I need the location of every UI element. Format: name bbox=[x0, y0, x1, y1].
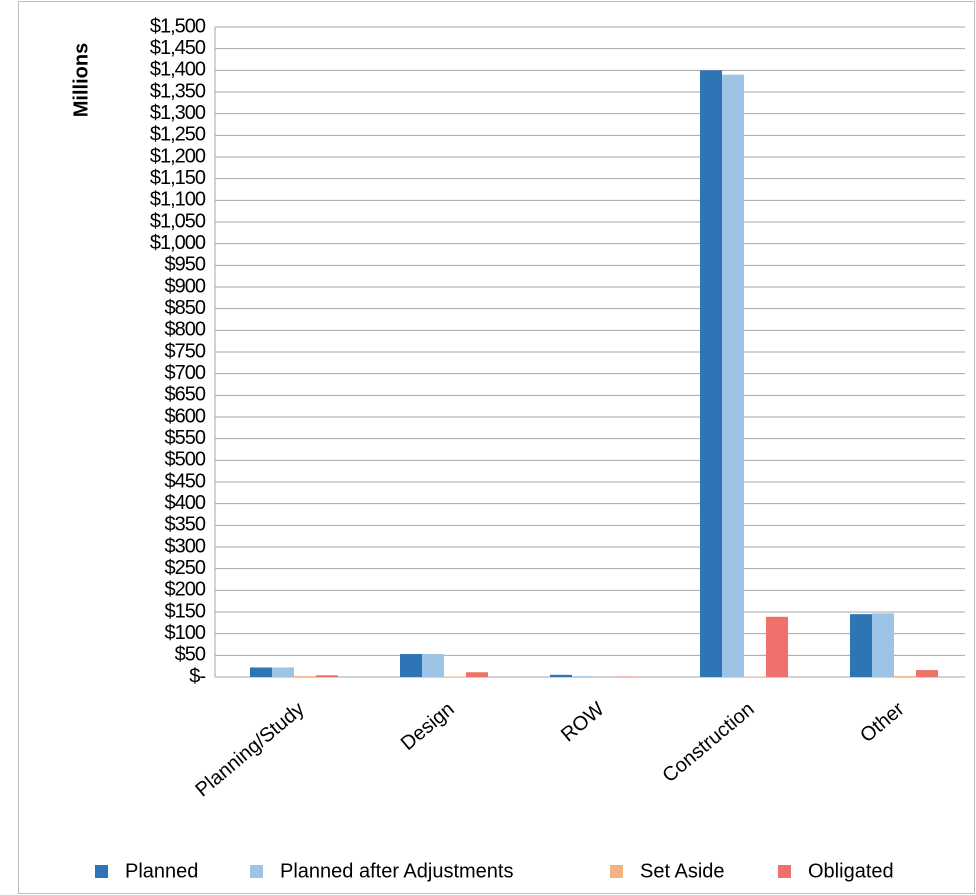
y-tick-label: $650 bbox=[165, 384, 206, 406]
bar bbox=[766, 616, 788, 677]
bar bbox=[572, 676, 594, 677]
legend-swatch bbox=[610, 865, 623, 878]
y-tick-label: $1,250 bbox=[150, 124, 206, 146]
y-tick-label: $50 bbox=[175, 644, 206, 666]
y-tick-label: $100 bbox=[165, 622, 206, 644]
y-tick-label: $550 bbox=[165, 427, 206, 449]
y-tick-label: $900 bbox=[165, 275, 206, 297]
y-tick-label: $700 bbox=[165, 362, 206, 384]
y-tick-label: $500 bbox=[165, 449, 206, 471]
y-tick-label: $1,450 bbox=[150, 37, 206, 59]
bar bbox=[722, 74, 744, 677]
y-axis-label: Millions bbox=[70, 43, 92, 117]
y-tick-label: $1,200 bbox=[150, 145, 206, 167]
bar bbox=[316, 675, 338, 677]
y-tick-label: $250 bbox=[165, 557, 206, 579]
y-tick-label: $800 bbox=[165, 319, 206, 341]
bar bbox=[700, 70, 722, 678]
legend-label: Obligated bbox=[808, 860, 894, 882]
y-tick-label: $1,000 bbox=[150, 232, 206, 254]
bar bbox=[294, 676, 316, 677]
y-tick-label: $600 bbox=[165, 405, 206, 427]
y-tick-label: $150 bbox=[165, 600, 206, 622]
y-tick-label: $400 bbox=[165, 492, 206, 514]
y-tick-label: $1,500 bbox=[150, 15, 206, 37]
y-tick-label: $1,400 bbox=[150, 59, 206, 81]
bar bbox=[850, 614, 872, 677]
y-tick-label: $850 bbox=[165, 297, 206, 319]
y-tick-label: $200 bbox=[165, 579, 206, 601]
legend-label: Planned bbox=[125, 860, 198, 882]
y-tick-label: $950 bbox=[165, 254, 206, 276]
chart-frame bbox=[18, 1, 975, 894]
y-tick-label: $1,350 bbox=[150, 80, 206, 102]
y-tick-label: $- bbox=[189, 665, 205, 687]
bar bbox=[272, 667, 294, 677]
y-tick-label: $300 bbox=[165, 535, 206, 557]
bar bbox=[400, 654, 422, 677]
y-tick-label: $1,300 bbox=[150, 102, 206, 124]
bar bbox=[894, 676, 916, 677]
y-tick-label: $350 bbox=[165, 514, 206, 536]
bar bbox=[250, 667, 272, 677]
bar bbox=[872, 613, 894, 677]
legend-swatch bbox=[778, 865, 791, 878]
y-tick-label: $1,050 bbox=[150, 210, 206, 232]
legend-label: Planned after Adjustments bbox=[280, 860, 513, 882]
bar bbox=[466, 672, 488, 677]
y-tick-label: $1,150 bbox=[150, 167, 206, 189]
legend-label: Set Aside bbox=[640, 860, 725, 882]
legend-swatch bbox=[95, 865, 108, 878]
y-tick-label: $450 bbox=[165, 470, 206, 492]
bar bbox=[422, 654, 444, 677]
legend-swatch bbox=[250, 865, 263, 878]
y-tick-label: $750 bbox=[165, 340, 206, 362]
bar bbox=[916, 670, 938, 677]
y-tick-label: $1,100 bbox=[150, 189, 206, 211]
bar bbox=[550, 674, 572, 677]
